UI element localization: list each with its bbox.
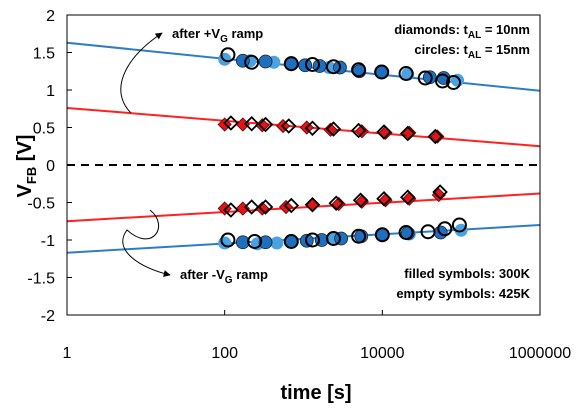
y-tick-label: -1 (41, 233, 55, 250)
y-tick-label: -2 (41, 308, 55, 325)
data-point-circle (258, 54, 273, 69)
annotation-empty-symbols: empty symbols: 425K (396, 286, 530, 301)
svg-text:VFB [V]: VFB [V] (14, 135, 39, 198)
data-point-diamond (350, 122, 367, 139)
annotation-filled-symbols: filled symbols: 300K (404, 266, 530, 281)
data-point-diamond (323, 122, 338, 137)
x-axis-title: time [s] (280, 382, 351, 404)
data-point-circle (258, 235, 273, 250)
y-tick-label: -0.5 (27, 196, 55, 213)
y-tick-label: 1.5 (33, 46, 55, 63)
data-point-diamond (304, 120, 321, 137)
data-point-circle (283, 234, 299, 249)
y-axis-title-sub: FB (24, 167, 39, 184)
data-point-diamond (331, 196, 346, 212)
data-point-circle (334, 231, 349, 246)
data-point-diamond (305, 197, 320, 212)
data-point-circle (451, 217, 467, 233)
data-point-diamond (243, 115, 260, 132)
data-point-circle (220, 232, 236, 248)
x-tick-label: 100 (211, 345, 238, 362)
data-point-circle (244, 54, 260, 70)
fit-line-red (66, 192, 541, 223)
data-point-circle (218, 236, 232, 250)
data-point-circle (398, 225, 414, 240)
data-point-circle (351, 228, 367, 244)
data-point-circle (437, 221, 453, 237)
data-point-diamond (235, 117, 250, 132)
data-point-diamond (328, 195, 344, 212)
data-point-circle (304, 232, 320, 248)
data-point-circle (283, 56, 299, 72)
data-point-diamond (325, 121, 342, 137)
annotation-circles: circles: tAL = 15nm (414, 42, 530, 61)
annotation-after-pos-ramp: after +VG ramp (172, 26, 263, 45)
data-point-diamond (304, 196, 321, 213)
data-point-diamond (354, 124, 369, 139)
data-point-circle (235, 235, 250, 250)
y-axis-title: VFB [V] (14, 135, 39, 198)
y-tick-label: 1 (46, 83, 55, 100)
data-point-circle (398, 66, 414, 81)
data-point-diamond (243, 199, 260, 215)
x-tick-label: 1000000 (509, 345, 571, 362)
data-point-diamond (352, 192, 369, 209)
data-point-circle (420, 224, 436, 240)
data-point-circle (446, 75, 462, 90)
data-point-circle (247, 234, 263, 249)
data-point-circle (325, 59, 341, 75)
y-tick-label: 2 (46, 8, 55, 25)
data-point-circle (270, 236, 284, 250)
data-point-diamond (223, 202, 239, 218)
data-point-diamond (223, 115, 239, 131)
data-point-diamond (399, 125, 416, 142)
data-point-circle (304, 57, 320, 72)
annotation-diamonds: diamonds: tAL = 10nm (394, 22, 530, 41)
data-point-diamond (427, 128, 444, 145)
data-point-circle (220, 47, 236, 63)
annotation-after-neg-ramp: after -VG ramp (180, 267, 268, 286)
y-axis-title-main: V (14, 183, 36, 197)
data-point-circle (374, 227, 390, 243)
data-point-circle (417, 70, 433, 86)
axis-ticks: -2 -1.5 -1 -0.5 0 0.5 1 1.5 2 1 100 10000 1000000 (27, 8, 571, 362)
data-point-circle (325, 231, 341, 246)
data-point-diamond (283, 197, 300, 214)
x-tick-label: 1 (63, 345, 72, 362)
data-point-circle (435, 73, 451, 89)
fit-lines (66, 41, 541, 254)
x-tick-label: 10000 (360, 345, 405, 362)
data-point-diamond (432, 184, 448, 200)
y-tick-label: 0 (46, 158, 55, 175)
data-point-diamond (257, 199, 274, 215)
data-point-diamond (376, 124, 392, 140)
y-axis-title-unit: [V] (14, 135, 36, 167)
data-point-diamond (280, 118, 297, 134)
data-point-circle (351, 62, 367, 78)
data-point-circle (374, 64, 390, 80)
data-points (217, 47, 468, 251)
arrow-neg-ramp (122, 209, 171, 277)
data-point-diamond (399, 189, 416, 206)
data-point-diamond (257, 116, 274, 133)
data-point-diamond (430, 129, 445, 144)
y-tick-label: -1.5 (27, 271, 55, 288)
data-point-diamond (376, 190, 392, 207)
arrow-pos-ramp (120, 32, 163, 114)
y-tick-label: 0.5 (33, 121, 55, 138)
